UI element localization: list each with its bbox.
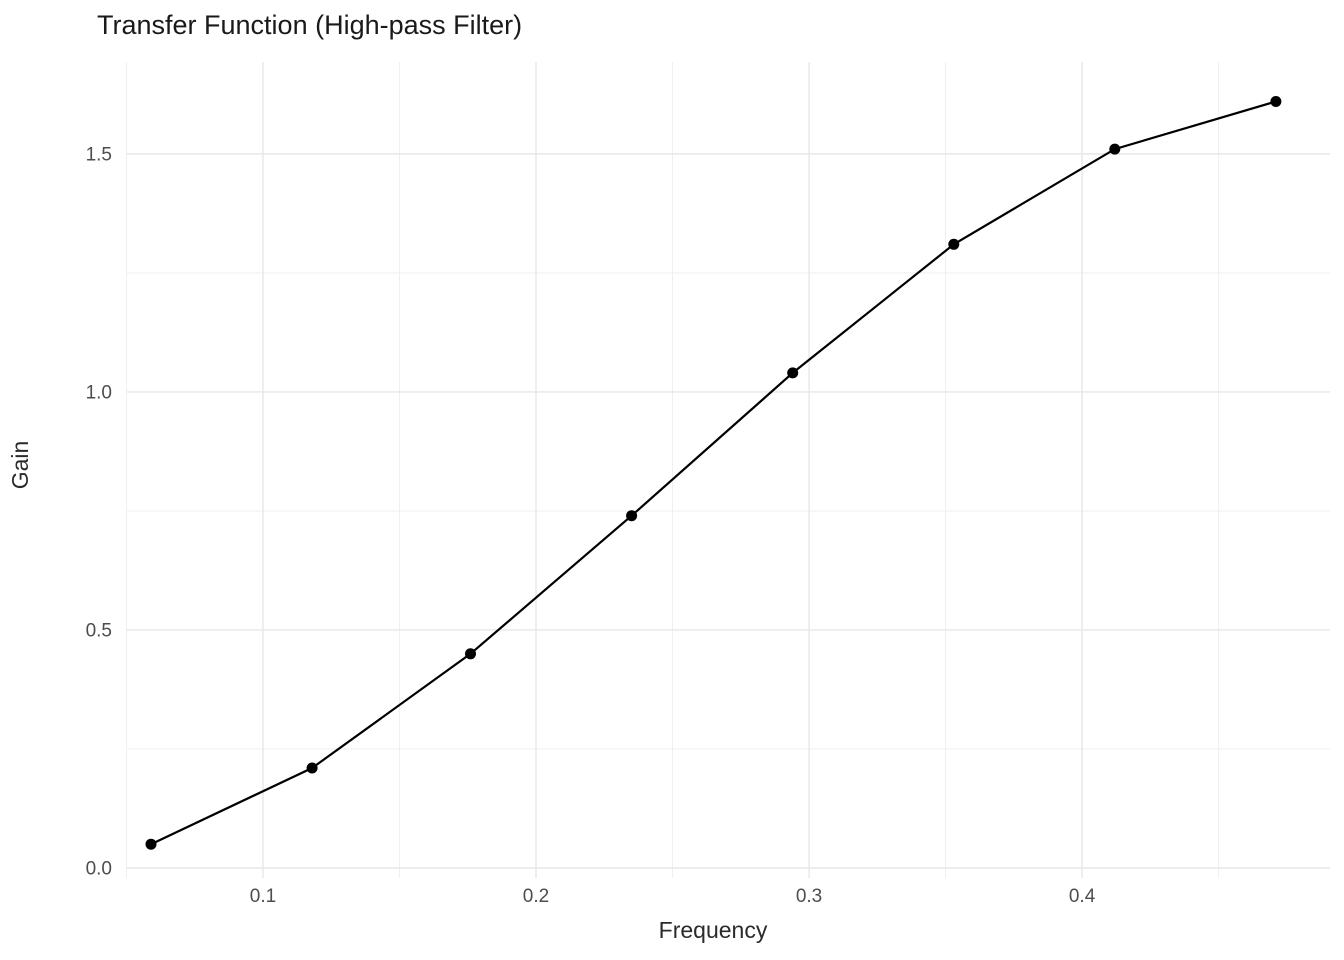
series-line xyxy=(150,100,1277,846)
minor-gridlines xyxy=(125,62,1330,878)
data-point xyxy=(1109,143,1121,155)
x-tick-label: 0.4 xyxy=(1069,886,1096,907)
y-axis-tick-labels: 0.0 0.5 1.0 1.5 xyxy=(86,144,112,879)
x-axis-tick-labels: 0.1 0.2 0.3 0.4 xyxy=(250,886,1096,907)
y-tick-label: 0.0 xyxy=(86,859,112,880)
y-axis-title: Gain xyxy=(7,441,33,490)
data-point xyxy=(1270,96,1282,107)
x-tick-label: 0.3 xyxy=(796,886,822,907)
major-gridlines xyxy=(127,62,1330,878)
y-tick-label: 1.5 xyxy=(86,144,112,165)
data-point xyxy=(948,238,960,250)
data-point xyxy=(306,762,318,774)
y-tick-label: 1.0 xyxy=(86,382,112,403)
x-axis-title: Frequency xyxy=(659,917,768,943)
data-point xyxy=(145,838,157,850)
data-point xyxy=(465,648,476,660)
y-tick-label: 0.5 xyxy=(86,620,112,641)
chart-title: Transfer Function (High-pass Filter) xyxy=(97,10,522,40)
data-point xyxy=(787,367,799,379)
x-tick-label: 0.1 xyxy=(250,886,276,907)
data-point xyxy=(626,510,638,522)
series-points xyxy=(145,96,1282,850)
x-tick-label: 0.2 xyxy=(523,886,549,907)
